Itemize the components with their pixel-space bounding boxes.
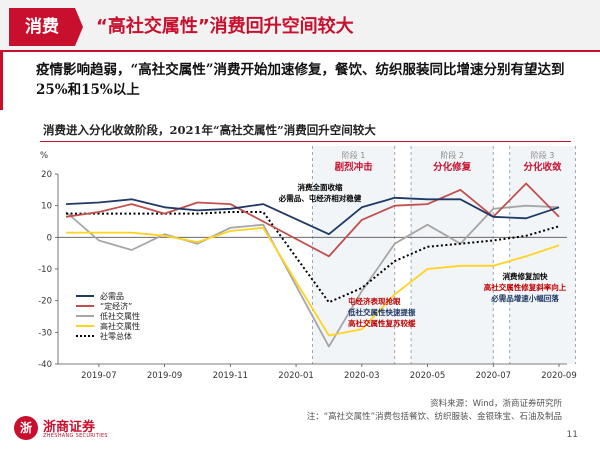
stage-band-2: [411, 146, 494, 364]
x-tick-label: 2019-07: [81, 371, 117, 381]
stage-label-3: 阶段 3: [531, 150, 555, 160]
series-line-high_social: [66, 226, 560, 337]
x-tick-label: 2020-05: [410, 371, 446, 381]
annotation-3-line-2: 高社交属性修复斜率向上: [484, 282, 567, 292]
section-tag: 消费: [9, 8, 75, 46]
legend-label-high_social: 高社交属性: [100, 321, 140, 331]
annotation-2-line-3: 高社交属性复苏较缓: [348, 318, 416, 328]
annotation-1-line-2: 必需品、屯经济相对稳健: [278, 193, 362, 203]
annotation-1-line-1: 消费全面收缩: [298, 182, 343, 192]
x-tick-label: 2019-09: [147, 371, 183, 381]
y-axis-label: %: [40, 151, 48, 161]
series-line-total: [66, 211, 560, 304]
legend-label-low_social: 低社交属性: [100, 311, 140, 321]
legend-label-defensive: “定经济”: [100, 301, 132, 311]
x-tick-label: 2020-07: [476, 371, 512, 381]
stage-title-1: 剧烈冲击: [335, 161, 374, 173]
y-tick-label: -10: [38, 265, 52, 275]
x-tick-label: 2020-09: [541, 371, 577, 381]
stage-title-2: 分化修复: [433, 161, 472, 173]
series-line-low_social: [65, 204, 560, 348]
section-tag-arrow: [75, 8, 83, 46]
stage-label-1: 阶段 1: [342, 150, 366, 160]
x-tick-label: 2019-11: [213, 371, 249, 381]
side-accent-bar: [0, 52, 3, 110]
header-divider: [0, 50, 600, 52]
x-tick-label: 2020-01: [278, 371, 314, 381]
footnote: 注：“高社交属性”消费包括餐饮、纺织服装、金银珠宝、石油及制品: [306, 412, 562, 422]
series-line-essentials: [65, 196, 560, 236]
stage-label-2: 阶段 2: [440, 150, 464, 160]
slide-subtitle: 疫情影响趋弱，“高社交属性”消费开始加速修复，餐饮、纺织服装同比增速分别有望达到…: [36, 62, 565, 98]
y-tick-label: -30: [38, 328, 52, 338]
logo-name: 浙商证券: [43, 420, 96, 435]
chart-title: 消费进入分化收敛阶段，2021年“高社交属性”消费回升空间较大: [43, 123, 376, 137]
page-number: 11: [566, 430, 578, 440]
y-tick-label: 10: [41, 202, 52, 212]
annotation-3-line-1: 消费修复加快: [503, 271, 548, 281]
company-logo: 浙 浙商证券 ZHESHANG SECURITIES: [14, 416, 144, 444]
y-tick-label: -20: [38, 297, 52, 307]
annotation-2-line-1: 屯经济表现抢眼: [348, 296, 401, 306]
logo-name-en: ZHESHANG SECURITIES: [43, 433, 108, 439]
y-tick-label: 20: [41, 170, 52, 180]
slide-title: “高社交属性”消费回升空间较大: [96, 16, 354, 37]
y-tick-label: -40: [38, 360, 52, 370]
stage-title-3: 分化收敛: [524, 161, 563, 173]
annotation-3-line-3: 必需品增速小幅回落: [490, 293, 559, 303]
source-note: 资料来源：Wind，浙商证券研究所: [430, 399, 562, 409]
chart-title-divider: [40, 141, 571, 142]
annotation-2-line-2: 低社交属性快速提振: [347, 307, 416, 317]
y-tick-label: 0: [47, 233, 52, 243]
logo-mark-icon: 浙: [14, 416, 38, 440]
series-line-defensive: [65, 182, 560, 258]
legend-label-total: 社零总体: [100, 331, 132, 341]
legend-label-essentials: 必需品: [100, 291, 124, 301]
x-tick-label: 2020-03: [344, 371, 380, 381]
header-bar: 消费 “高社交属性”消费回升空间较大: [0, 0, 600, 50]
stage-band-3: [509, 146, 576, 364]
